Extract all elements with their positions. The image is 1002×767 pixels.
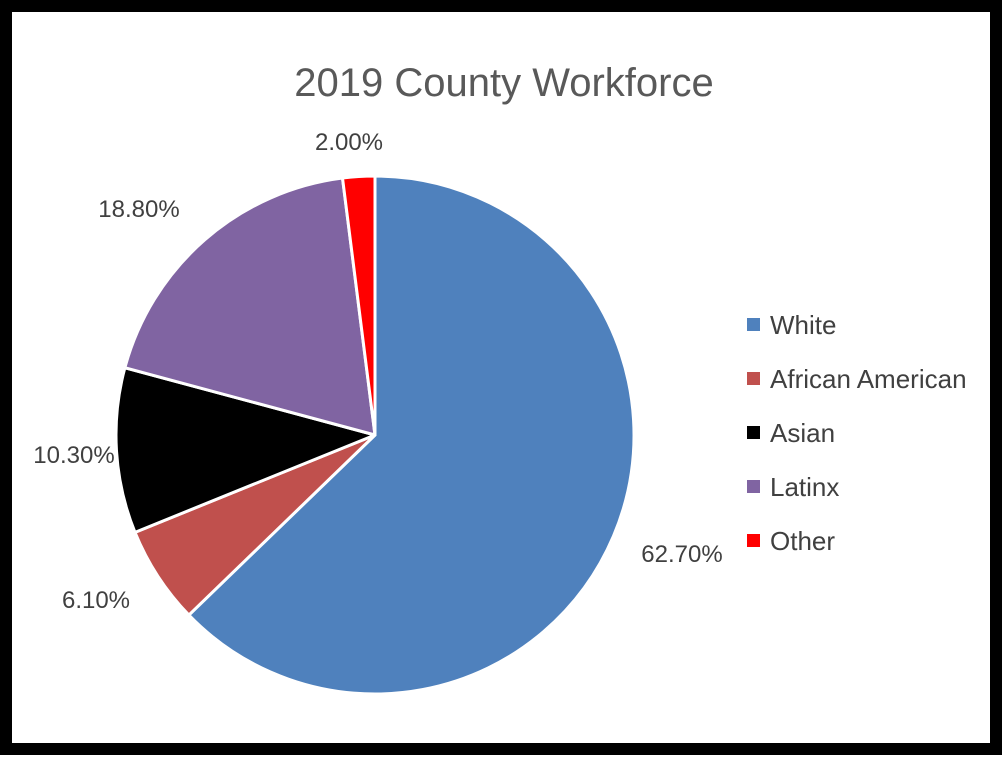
- pie-slice-other: [341, 174, 377, 437]
- legend-swatch-african-american: [747, 372, 760, 385]
- pie-chart: 2019 County Workforce 62.70% 6.10% 10.30% 1…: [33, 61, 967, 696]
- data-label-asian: 10.30%: [33, 442, 114, 469]
- pie-slice-asian: [114, 366, 377, 534]
- legend-swatch-white: [747, 318, 760, 331]
- chart-title: 2019 County Workforce: [294, 61, 713, 105]
- pie-data-labels: 62.70% 6.10% 10.30% 18.80% 2.00%: [33, 129, 722, 614]
- data-label-latinx: 18.80%: [98, 196, 179, 223]
- data-label-other: 2.00%: [315, 129, 383, 156]
- pie-slice-white: [187, 174, 636, 696]
- legend-swatch-other: [747, 534, 760, 547]
- legend-swatch-latinx: [747, 480, 760, 493]
- legend-label-latinx: Latinx: [770, 472, 839, 502]
- legend-label-other: Other: [770, 526, 835, 556]
- legend-swatch-asian: [747, 426, 760, 439]
- legend-label-white: White: [770, 310, 836, 340]
- pie-slice-latinx: [123, 176, 377, 437]
- chart-legend: White African American Asian Latinx Other: [747, 310, 967, 556]
- legend-label-asian: Asian: [770, 418, 835, 448]
- data-label-white: 62.70%: [641, 541, 722, 568]
- data-label-african-american: 6.10%: [62, 587, 130, 614]
- legend-label-african-american: African American: [770, 364, 967, 394]
- pie-slices: [114, 174, 636, 696]
